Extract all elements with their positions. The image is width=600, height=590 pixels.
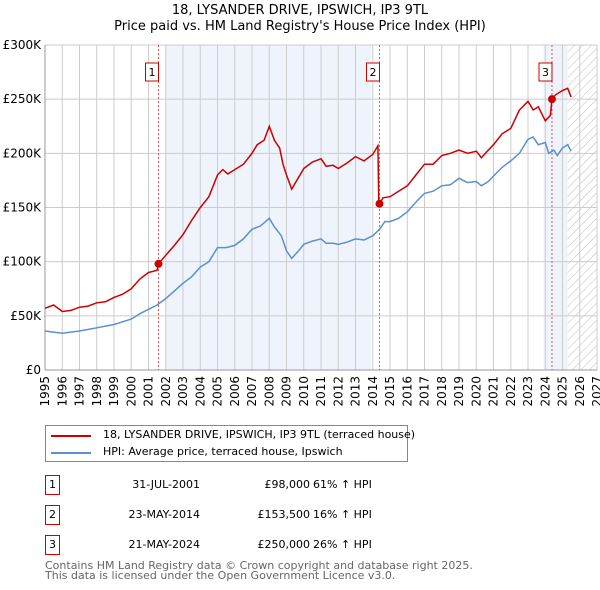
sale-date: 21-MAY-2024 bbox=[128, 538, 200, 551]
legend-label: HPI: Average price, terraced house, Ipsw… bbox=[103, 445, 343, 458]
x-tick-label: 2016 bbox=[400, 376, 414, 407]
y-tick-label: £300K bbox=[3, 38, 43, 52]
price-chart: 1995 1996 1997 1998 1999 2000 2001 2002 2003 2004… bbox=[3, 38, 600, 407]
sale-label-box bbox=[538, 62, 553, 82]
sale-label: 2 bbox=[369, 66, 376, 79]
x-tick-label: 2001 bbox=[142, 376, 156, 407]
y-tick-label: £100K bbox=[3, 255, 43, 269]
hpi-series-line bbox=[44, 136, 572, 334]
footer-licence: This data is licensed under the Open Gov… bbox=[45, 569, 396, 582]
x-tick-label: 2021 bbox=[487, 376, 501, 407]
sale-label: 3 bbox=[542, 66, 549, 79]
x-tick-label: 1998 bbox=[90, 376, 104, 407]
sale-row: 1 31-JUL-2001 £98,000 61% ↑ HPI bbox=[45, 475, 465, 495]
y-tick-label: £200K bbox=[3, 146, 43, 160]
sale-number: 3 bbox=[45, 535, 60, 555]
x-tick-label: 1999 bbox=[107, 376, 121, 407]
x-tick-label: 2012 bbox=[331, 376, 345, 407]
x-tick-label: 2024 bbox=[538, 376, 552, 407]
sale-hpi-change: 26% ↑ HPI bbox=[313, 538, 372, 551]
chart-subtitle: Price paid vs. HM Land Registry's House … bbox=[114, 19, 486, 34]
sale-row: 2 23-MAY-2014 £153,500 16% ↑ HPI bbox=[45, 505, 465, 525]
sale-number: 2 bbox=[45, 505, 60, 525]
y-tick-label: £0 bbox=[26, 363, 41, 377]
x-tick-label: 2025 bbox=[556, 376, 570, 407]
x-tick-label: 2022 bbox=[504, 376, 518, 407]
legend-label: 18, LYSANDER DRIVE, IPSWICH, IP3 9TL (te… bbox=[103, 428, 416, 441]
x-tick-label: 2008 bbox=[262, 376, 276, 407]
y-tick-label: £50K bbox=[10, 309, 42, 323]
sale-point bbox=[375, 199, 384, 208]
x-tick-label: 2013 bbox=[349, 376, 363, 407]
x-tick-label: 1995 bbox=[38, 376, 52, 407]
sale-point bbox=[547, 95, 556, 104]
x-tick-label: 2017 bbox=[418, 376, 432, 407]
sale-number: 1 bbox=[45, 475, 60, 495]
x-tick-label: 2007 bbox=[245, 376, 259, 407]
x-tick-label: 2009 bbox=[280, 376, 294, 407]
sale-hpi-change: 61% ↑ HPI bbox=[313, 478, 372, 491]
x-tick-label: 2006 bbox=[228, 376, 242, 407]
sale-price: £153,500 bbox=[257, 508, 311, 521]
x-tick-label: 2003 bbox=[176, 376, 190, 407]
legend: 18, LYSANDER DRIVE, IPSWICH, IP3 9TL (te… bbox=[45, 425, 415, 462]
sale-label-box bbox=[365, 62, 380, 82]
footer-copyright: Contains HM Land Registry data © Crown c… bbox=[45, 559, 473, 572]
x-tick-label: 2010 bbox=[297, 376, 311, 407]
x-tick-label: 2026 bbox=[573, 376, 587, 407]
x-tick-label: 2014 bbox=[366, 376, 380, 407]
x-tick-label: 1997 bbox=[73, 376, 87, 407]
sale-label-box bbox=[145, 62, 160, 82]
x-tick-label: 2018 bbox=[435, 376, 449, 407]
sale-row: 3 21-MAY-2024 £250,000 26% ↑ HPI bbox=[45, 535, 465, 555]
x-tick-label: 1996 bbox=[55, 376, 69, 407]
sale-date: 31-JUL-2001 bbox=[132, 478, 200, 491]
sale-hpi-change: 16% ↑ HPI bbox=[313, 508, 372, 521]
sale-point bbox=[154, 259, 163, 268]
sale-label: 1 bbox=[149, 66, 156, 79]
x-tick-label: 2000 bbox=[124, 376, 138, 407]
x-tick-label: 2027 bbox=[590, 376, 600, 407]
x-tick-label: 2002 bbox=[159, 376, 173, 407]
x-tick-label: 2023 bbox=[521, 376, 535, 407]
chart-title: 18, LYSANDER DRIVE, IPSWICH, IP3 9TL bbox=[171, 3, 429, 18]
x-tick-label: 2019 bbox=[452, 376, 466, 407]
x-tick-label: 2020 bbox=[469, 376, 483, 407]
legend-swatch-blue bbox=[51, 452, 91, 454]
x-tick-label: 2011 bbox=[314, 376, 328, 407]
y-tick-label: £150K bbox=[3, 201, 43, 215]
property-series-line bbox=[44, 87, 572, 313]
y-tick-label: £250K bbox=[3, 92, 43, 106]
legend-swatch-red bbox=[51, 435, 91, 437]
x-tick-label: 2005 bbox=[211, 376, 225, 407]
x-tick-label: 2004 bbox=[193, 376, 207, 407]
sale-date: 23-MAY-2014 bbox=[128, 508, 200, 521]
x-tick-label: 2015 bbox=[383, 376, 397, 407]
sale-price: £98,000 bbox=[264, 478, 311, 491]
sale-price: £250,000 bbox=[257, 538, 311, 551]
